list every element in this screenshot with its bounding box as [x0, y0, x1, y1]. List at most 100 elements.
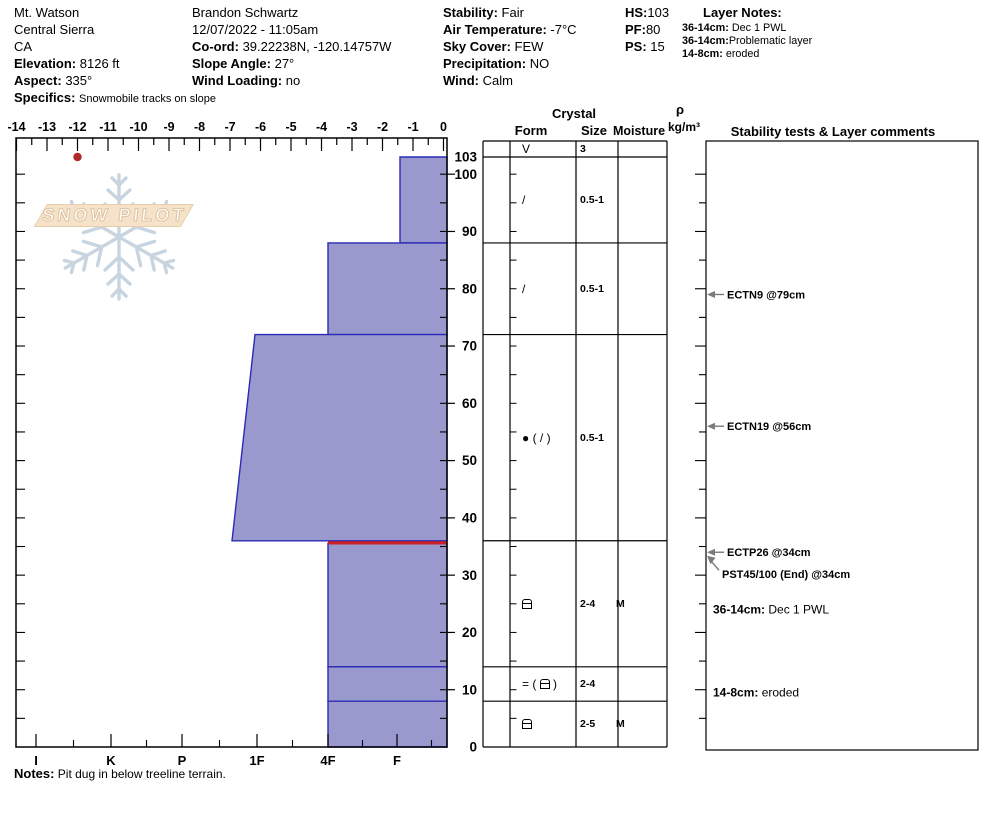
header-location: Mt. Watson Central Sierra CA Elevation: … — [14, 4, 216, 108]
stability-test: ECTP26 @34cm — [727, 547, 811, 559]
crystal-size-cell: 2-4 — [580, 677, 596, 690]
pit-site-name: Mt. Watson — [14, 5, 80, 20]
layer-note: 14-8cm: eroded — [682, 48, 760, 60]
crystal-form-cell: V — [522, 142, 531, 156]
pit-foot-depth: PF:80 — [625, 22, 661, 37]
crystal-header: Crystal — [551, 106, 597, 121]
temp-label--14: -14 — [7, 120, 25, 134]
crystal-size-cell: 2-5 — [580, 718, 596, 731]
chart-frame — [15, 137, 448, 748]
layer-note: 36-14cm:Problematic layer — [682, 35, 813, 47]
depth-label-50: 50 — [462, 453, 477, 468]
header-observer: Brandon Schwartz 12/07/2022 - 11:05am Co… — [192, 4, 391, 89]
temp-label--12: -12 — [68, 120, 86, 134]
comments-box — [705, 140, 979, 751]
test-arrow-head — [707, 548, 715, 556]
header-totals: HS:103 PF:80 PS: 15 — [625, 4, 669, 55]
stability-test: PST45/100 (End) @34cm — [722, 569, 850, 581]
facet-crystal-icon — [522, 719, 532, 730]
crystal-form-cell: / — [522, 281, 526, 296]
temp-label--4: -4 — [316, 120, 327, 134]
snowflake-arm — [117, 235, 176, 275]
temp-label--5: -5 — [285, 120, 296, 134]
temp-label--7: -7 — [224, 120, 235, 134]
layer-comment: 14-8cm: eroded — [713, 686, 799, 700]
total-snow-height: HS:103 — [625, 5, 670, 20]
observation-datetime: 12/07/2022 - 11:05am — [192, 22, 319, 37]
test-arrow-head — [707, 290, 715, 298]
hardness-label-K: K — [106, 753, 116, 768]
depth-label-40: 40 — [462, 510, 477, 525]
moisture-header: Moisture — [612, 124, 666, 138]
density-header: ρ — [675, 102, 685, 117]
crystal-size-cell: 0.5-1 — [580, 193, 604, 206]
elevation-line: Elevation: 8126 ft — [14, 56, 120, 71]
layer-bar-36-14cm — [327, 542, 448, 668]
layer-note: 36-14cm: Dec 1 PWL — [682, 22, 787, 34]
coordinates-line: Co-ord: 39.22238N, -120.14757W — [192, 39, 392, 54]
size-header: Size — [580, 123, 607, 138]
specifics-line: Specifics: Snowmobile tracks on slope — [14, 90, 217, 105]
temp-label--13: -13 — [38, 120, 56, 134]
temp-label-0: 0 — [440, 120, 447, 134]
aspect-line: Aspect: 335° — [14, 73, 93, 88]
depth-label-103: 103 — [454, 150, 477, 165]
depth-label-60: 60 — [462, 396, 477, 411]
test-arrow-head — [707, 422, 715, 430]
layer-notes-title: Layer Notes: — [703, 5, 782, 20]
snowflake-arm — [103, 235, 135, 301]
stability-line: Stability: Fair — [443, 5, 524, 20]
hardness-label-1F: 1F — [249, 753, 264, 768]
depth-label-0: 0 — [469, 740, 477, 755]
layer-bar-72-36cm — [231, 333, 448, 542]
layer-bar-8-0cm — [327, 700, 448, 748]
wind-loading-line: Wind Loading: no — [192, 73, 301, 88]
crystal-form-cell: / — [522, 192, 526, 207]
crystal-size-cell: 2-4 — [580, 597, 596, 610]
crystal-size-cell: 3 — [580, 143, 586, 155]
temp-label--8: -8 — [194, 120, 205, 134]
temp-label--11: -11 — [99, 120, 116, 134]
hardness-label-4F: 4F — [320, 753, 335, 768]
crystal-form-cell — [522, 716, 532, 732]
temp-label--6: -6 — [255, 120, 266, 134]
depth-label-20: 20 — [462, 625, 477, 640]
layer-comment: 36-14cm: Dec 1 PWL — [713, 603, 829, 617]
depth-label-80: 80 — [462, 281, 477, 296]
stability-test: ECTN9 @79cm — [727, 289, 805, 301]
hardness-label-P: P — [178, 753, 187, 768]
test-arrow-head — [707, 555, 716, 565]
moisture-cell: M — [616, 718, 625, 731]
crystal-form-cell: ● ( / ) — [522, 430, 551, 445]
depth-label-90: 90 — [462, 224, 477, 239]
ps-value: PS: 15 — [625, 39, 665, 54]
layer-notes-list: 36-14cm: Dec 1 PWL 36-14cm:Problematic l… — [682, 22, 812, 61]
stability-test: ECTN19 @56cm — [727, 421, 811, 433]
temp-label--9: -9 — [163, 120, 174, 134]
flagged-layer-line — [328, 541, 447, 545]
comments-header: Stability tests & Layer comments — [730, 124, 936, 139]
sky-cover-line: Sky Cover: FEW — [443, 39, 544, 54]
pit-state: CA — [14, 39, 33, 54]
depth-label-70: 70 — [462, 339, 477, 354]
depth-label-100: 100 — [454, 167, 477, 182]
temp-label--10: -10 — [129, 120, 147, 134]
temp-label--3: -3 — [346, 120, 357, 134]
slope-angle-line: Slope Angle: 27° — [192, 56, 295, 71]
crystal-size-cell: 0.5-1 — [580, 282, 604, 295]
depth-label-30: 30 — [462, 568, 477, 583]
layer-bar-14-8cm — [327, 666, 448, 702]
temperature-point — [73, 152, 82, 162]
crystal-size-cell: 0.5-1 — [580, 431, 604, 444]
precipitation-line: Precipitation: NO — [443, 56, 550, 71]
wind-line: Wind: Calm — [443, 73, 513, 88]
depth-label-10: 10 — [462, 682, 477, 697]
temp-label--1: -1 — [407, 120, 418, 134]
snowflake-arm — [62, 235, 121, 275]
moisture-cell: M — [616, 597, 625, 610]
temp-label--2: -2 — [377, 120, 388, 134]
air-temperature-line: Air Temperature: -7°C — [443, 22, 577, 37]
layer-bar-103-88cm — [399, 156, 448, 244]
